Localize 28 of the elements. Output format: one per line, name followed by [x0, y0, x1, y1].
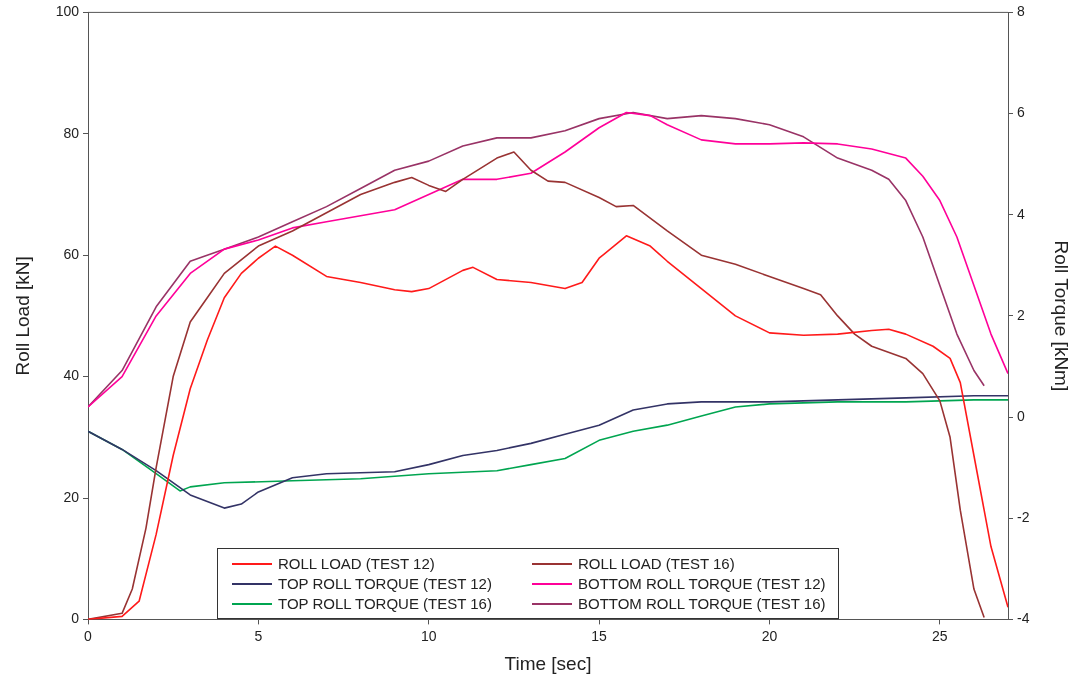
legend-label: ROLL LOAD (TEST 12) — [278, 555, 435, 573]
y-tick-label: 20 — [63, 488, 80, 505]
legend-label: BOTTOM ROLL TORQUE (TEST 16) — [577, 595, 826, 613]
y2-tick-label: 4 — [1017, 205, 1025, 222]
x-axis-title: Time [sec] — [504, 652, 592, 674]
y-tick-label: 100 — [55, 3, 80, 20]
y2-tick-label: -2 — [1017, 509, 1030, 526]
legend-label: ROLL LOAD (TEST 16) — [577, 555, 735, 573]
legend-label: TOP ROLL TORQUE (TEST 12) — [278, 575, 492, 593]
y2-tick-label: 0 — [1017, 407, 1025, 424]
x-tick-label: 10 — [420, 627, 437, 644]
x-tick-label: 15 — [591, 627, 608, 644]
y2-tick-label: 6 — [1017, 104, 1025, 121]
y2-tick-label: 8 — [1017, 3, 1025, 20]
y2-axis-title: Roll Torque [kNm] — [1051, 240, 1073, 392]
y-tick-label: 40 — [63, 367, 80, 384]
y-tick-label: 80 — [63, 124, 80, 141]
x-tick-label: 5 — [254, 627, 263, 644]
y-axis-title: Roll Load [kN] — [11, 256, 33, 376]
x-tick-label: 0 — [84, 627, 93, 644]
x-tick-label: 20 — [761, 627, 778, 644]
y2-tick-label: 2 — [1017, 306, 1025, 323]
y2-tick-label: -4 — [1017, 610, 1030, 627]
y-tick-label: 60 — [63, 246, 80, 263]
legend-label: TOP ROLL TORQUE (TEST 16) — [278, 595, 492, 613]
y-tick-label: 0 — [71, 610, 80, 627]
legend-label: BOTTOM ROLL TORQUE (TEST 12) — [577, 575, 826, 593]
x-tick-label: 25 — [932, 627, 948, 644]
